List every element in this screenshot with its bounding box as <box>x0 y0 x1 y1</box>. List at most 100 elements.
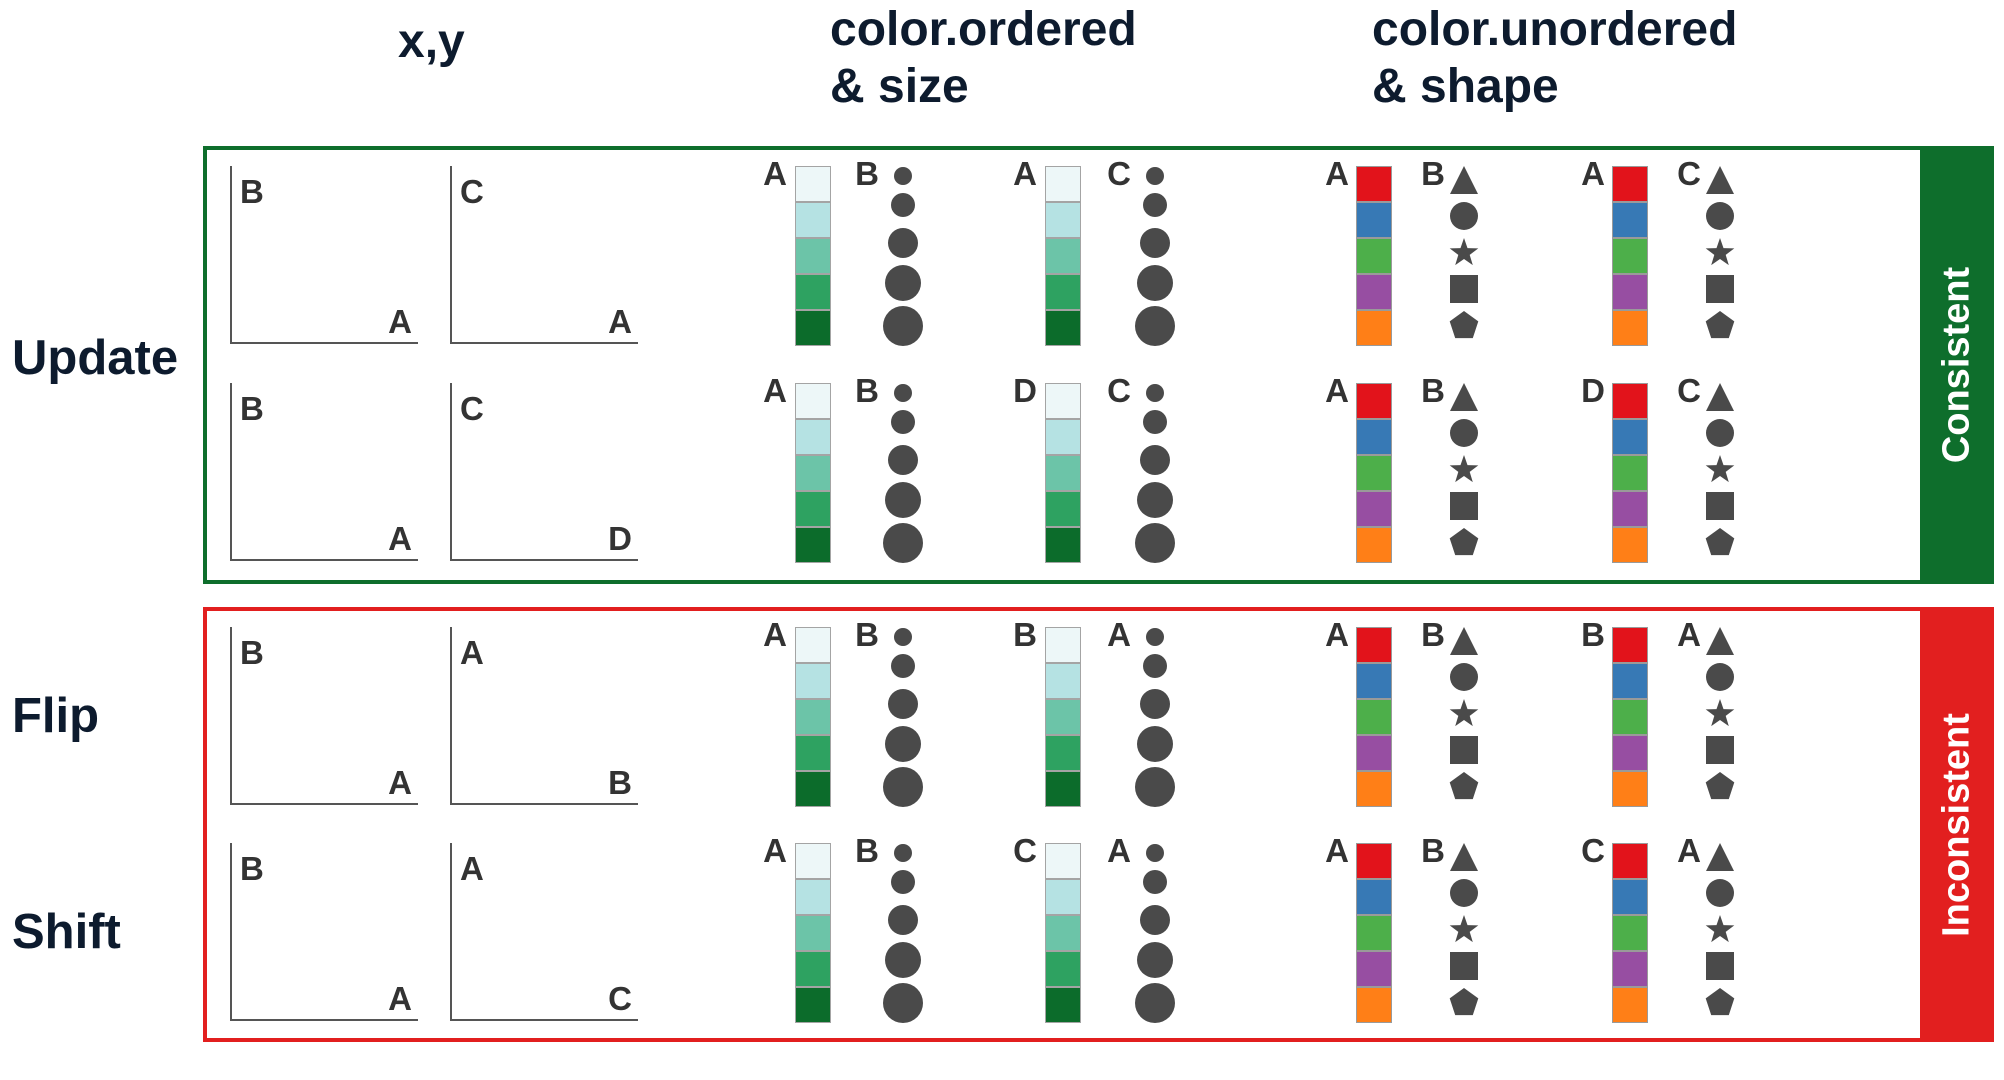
ordered-color-label: D <box>1013 372 1037 409</box>
shape-glyphs <box>1700 164 1740 344</box>
palette-swatch <box>1612 843 1648 879</box>
ramp-swatch <box>795 491 831 527</box>
size-circle <box>885 265 921 301</box>
ramp-swatch <box>795 202 831 238</box>
size-circle <box>883 523 923 563</box>
ordered-color-ramp <box>1045 627 1081 807</box>
palette-swatch <box>1356 491 1392 527</box>
ramp-swatch <box>1045 879 1081 915</box>
triangle-icon <box>1706 843 1734 871</box>
row-label-shift: Shift <box>12 905 121 959</box>
size-circle <box>1140 445 1170 475</box>
size-circles <box>880 843 926 1023</box>
palette-swatch <box>1612 166 1648 202</box>
size-circle <box>1135 983 1175 1023</box>
palette-swatch <box>1356 166 1392 202</box>
y-axis-label: B <box>240 390 264 427</box>
palette-swatch <box>1612 915 1648 951</box>
size-circle <box>1135 306 1175 346</box>
ramp-swatch <box>1045 951 1081 987</box>
ramp-swatch <box>795 951 831 987</box>
ramp-swatch <box>795 455 831 491</box>
square-icon <box>1450 275 1478 303</box>
ramp-swatch <box>1045 274 1081 310</box>
size-circle <box>888 689 918 719</box>
y-axis-label: B <box>240 173 264 210</box>
unordered-color-label: A <box>1325 372 1349 409</box>
size-circle <box>883 306 923 346</box>
ordered-color-ramp <box>795 627 831 807</box>
size-circle <box>891 410 915 434</box>
size-circle <box>888 228 918 258</box>
palette-swatch <box>1612 202 1648 238</box>
ordered-color-label: A <box>763 616 787 653</box>
circle-icon <box>1706 879 1734 907</box>
y-axis-label: C <box>460 173 484 210</box>
triangle-icon <box>1450 166 1478 194</box>
palette-swatch <box>1612 771 1648 807</box>
palette-swatch <box>1612 419 1648 455</box>
x-axis-label: A <box>388 303 412 340</box>
palette-swatch <box>1612 879 1648 915</box>
ramp-swatch <box>1045 527 1081 563</box>
size-circles <box>1132 166 1178 346</box>
unordered-color-label: A <box>1325 155 1349 192</box>
header-unordered-line1: color.unordered <box>1372 3 1738 56</box>
unordered-color-palette <box>1612 627 1648 807</box>
palette-swatch <box>1356 987 1392 1023</box>
ramp-swatch <box>795 527 831 563</box>
star-icon <box>1449 699 1479 727</box>
star-icon <box>1705 915 1735 943</box>
triangle-icon <box>1706 627 1734 655</box>
size-circle <box>1140 905 1170 935</box>
star-icon <box>1449 455 1479 483</box>
star-icon <box>1705 455 1735 483</box>
size-label: B <box>855 155 879 192</box>
shape-label: A <box>1677 616 1701 653</box>
ramp-swatch <box>795 771 831 807</box>
ordered-color-label: C <box>1013 832 1037 869</box>
unordered-color-palette <box>1356 383 1392 563</box>
size-circle <box>894 167 912 185</box>
size-circle <box>1143 410 1167 434</box>
size-circle <box>1146 844 1164 862</box>
size-circle <box>1137 726 1173 762</box>
palette-swatch <box>1612 987 1648 1023</box>
palette-swatch <box>1356 419 1392 455</box>
size-circle <box>1143 193 1167 217</box>
header-unordered-line2: & shape <box>1372 60 1559 113</box>
size-circle <box>885 482 921 518</box>
size-circle <box>1140 228 1170 258</box>
ramp-swatch <box>795 735 831 771</box>
size-label: B <box>855 616 879 653</box>
ramp-swatch <box>1045 915 1081 951</box>
unordered-color-label: B <box>1581 616 1605 653</box>
shape-label: B <box>1421 155 1445 192</box>
palette-swatch <box>1356 274 1392 310</box>
consistent-band: Consistent <box>1920 146 1994 584</box>
ramp-swatch <box>1045 491 1081 527</box>
size-circle <box>894 384 912 402</box>
ramp-swatch <box>795 987 831 1023</box>
palette-swatch <box>1612 455 1648 491</box>
star-icon <box>1449 238 1479 266</box>
size-circles <box>1132 627 1178 807</box>
size-label: A <box>1107 616 1131 653</box>
ramp-swatch <box>1045 987 1081 1023</box>
star-icon <box>1449 915 1479 943</box>
unordered-color-palette <box>1612 843 1648 1023</box>
circle-icon <box>1706 202 1734 230</box>
size-circle <box>883 767 923 807</box>
shape-label: C <box>1677 155 1701 192</box>
palette-swatch <box>1356 202 1392 238</box>
circle-icon <box>1706 419 1734 447</box>
palette-swatch <box>1356 735 1392 771</box>
row-label-update: Update <box>12 331 179 385</box>
unordered-color-label: A <box>1581 155 1605 192</box>
y-axis-label: B <box>240 850 264 887</box>
size-circles <box>880 627 926 807</box>
ordered-color-label: A <box>763 155 787 192</box>
